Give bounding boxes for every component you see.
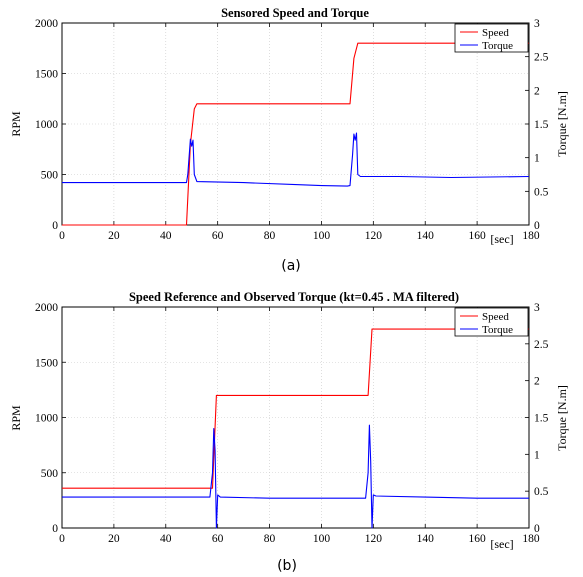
x-axis-label-b: [sec] <box>490 537 513 551</box>
y2-axis-label-a: Torque [N.m] <box>555 91 569 157</box>
chart-title-b: Speed Reference and Observed Torque (kt=… <box>129 290 459 304</box>
y-tick-label: 2000 <box>35 302 58 314</box>
y2-tick-label: 1.5 <box>534 413 549 425</box>
y2-tick-label: 0 <box>534 523 540 535</box>
legend-label-torque-a: Torque <box>482 40 513 52</box>
y-tick-label: 0 <box>52 220 58 232</box>
x-tick-label: 180 <box>522 533 540 545</box>
y-tick-label: 1500 <box>35 69 58 81</box>
chart-title-a: Sensored Speed and Torque <box>221 6 369 20</box>
y2-tick-label: 3 <box>534 302 540 314</box>
series-line-torque <box>62 132 530 187</box>
x-tick-label: 120 <box>365 230 383 242</box>
y2-tick-label: 0 <box>534 220 540 232</box>
y2-tick-label: 0.5 <box>534 186 549 198</box>
x-tick-label: 80 <box>264 533 276 545</box>
chart-panel-b: 0 20 40 60 80 100 120 140 160 1800500100015002000… <box>9 290 569 574</box>
legend-b: Speed Torque <box>454 307 529 337</box>
series-group-b <box>62 328 529 529</box>
x-axis-label-a: [sec] <box>490 232 513 246</box>
legend-label-torque-b: Torque <box>482 324 513 336</box>
gridlines-b <box>62 307 529 528</box>
x-tick-label: 0 <box>59 533 65 545</box>
y2-tick-label: 2.5 <box>534 339 549 351</box>
axis-ticks-a: 0 20 40 60 80 100 120 140 160 1800500100015002000… <box>35 18 549 242</box>
x-tick-label: 160 <box>468 533 486 545</box>
y-tick-label: 500 <box>41 170 59 182</box>
legend-label-speed-a: Speed <box>482 27 509 39</box>
y2-tick-label: 1 <box>534 449 540 461</box>
x-tick-label: 160 <box>468 230 486 242</box>
axis-ticks-b: 0 20 40 60 80 100 120 140 160 1800500100015002000… <box>35 302 549 545</box>
series-line-torque <box>62 424 529 529</box>
y2-tick-label: 1.5 <box>534 119 549 131</box>
series-line-speed <box>62 42 529 226</box>
x-tick-label: 120 <box>365 533 383 545</box>
y-tick-label: 500 <box>41 468 59 480</box>
x-tick-label: 100 <box>313 230 331 242</box>
plot-area-b <box>61 306 530 529</box>
y-tick-label: 0 <box>52 523 58 535</box>
legend-label-speed-b: Speed <box>482 311 509 323</box>
x-tick-label: 0 <box>59 230 65 242</box>
x-tick-label: 140 <box>417 230 435 242</box>
y2-tick-label: 3 <box>534 18 540 30</box>
legend-box-a <box>454 23 529 53</box>
y2-tick-label: 2 <box>534 376 540 388</box>
y-tick-label: 2000 <box>35 18 58 30</box>
x-tick-label: 20 <box>108 533 120 545</box>
y-tick-label: 1000 <box>35 413 58 425</box>
caption-b: (b) <box>277 558 297 574</box>
y-tick-label: 1500 <box>35 357 58 369</box>
x-tick-label: 60 <box>212 533 224 545</box>
y2-tick-label: 1 <box>534 153 540 165</box>
x-tick-label: 100 <box>313 533 331 545</box>
x-tick-label: 80 <box>264 230 276 242</box>
y2-axis-label-b: Torque [N.m] <box>555 385 569 451</box>
gridlines-a <box>62 23 529 225</box>
series-line-speed <box>62 328 529 489</box>
y2-tick-label: 2 <box>534 85 540 97</box>
x-tick-label: 40 <box>160 230 172 242</box>
series-group-a <box>62 42 530 226</box>
y2-tick-label: 0.5 <box>534 486 549 498</box>
plot-area-a <box>61 22 530 226</box>
y-tick-label: 1000 <box>35 119 58 131</box>
legend-box-b <box>454 307 529 337</box>
chart-panel-a: 0 20 40 60 80 100 120 140 160 1800500100015002000… <box>9 6 569 274</box>
x-tick-label: 60 <box>212 230 224 242</box>
caption-a: (a) <box>281 258 301 274</box>
x-tick-label: 140 <box>417 533 435 545</box>
y-axis-label-a: RPM <box>9 111 23 137</box>
legend-a: Speed Torque <box>454 23 529 53</box>
x-tick-label: 20 <box>108 230 120 242</box>
y-axis-label-b: RPM <box>9 405 23 431</box>
x-tick-label: 40 <box>160 533 172 545</box>
y2-tick-label: 2.5 <box>534 52 549 64</box>
x-tick-label: 180 <box>522 230 540 242</box>
